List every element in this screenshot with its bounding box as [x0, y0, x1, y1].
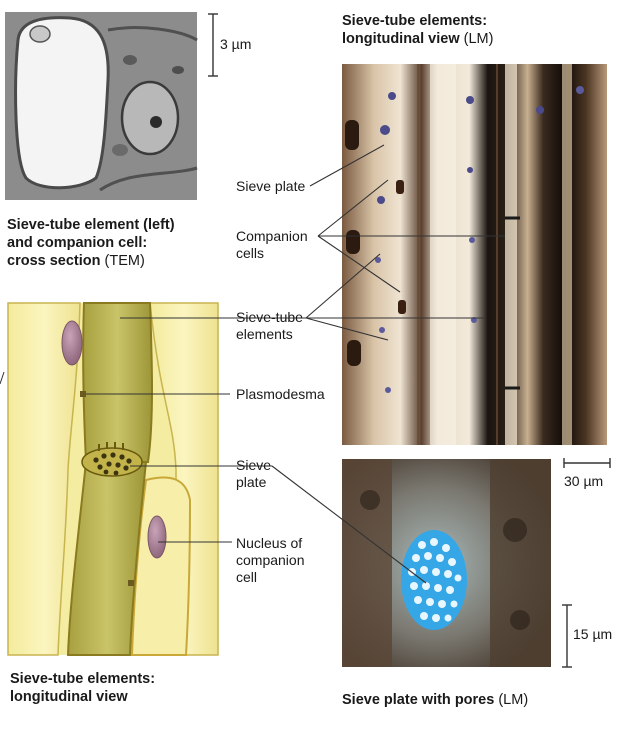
pores-caption: Sieve plate with pores (LM): [342, 691, 528, 709]
tem-caption-line3: cross section: [7, 253, 101, 269]
label-nucleus-companion: Nucleus of companion cell: [236, 535, 305, 586]
label-companion-cells: Companion cells: [236, 228, 308, 262]
tem-scale-bar: [208, 13, 218, 77]
label-sieve-plate: Sieve plate: [236, 457, 271, 491]
label-sieve-plate-line2: plate: [236, 474, 267, 490]
label-sieve-tube-elements: Sieve-tube elements: [236, 309, 303, 343]
lm-caption-line1: Sieve-tube elements:: [342, 13, 488, 29]
label-sieve-plate-top: Sieve plate: [236, 178, 306, 194]
lm-caption-line2: longitudinal view: [342, 31, 460, 47]
pores-caption-method: (LM): [494, 692, 529, 708]
label-sieve-tube-line1: Sieve-tube: [236, 309, 303, 325]
label-nucleus-line1: Nucleus of: [236, 535, 303, 551]
label-sieve-tube-line2: elements: [236, 326, 293, 342]
tem-caption-method: (TEM): [100, 253, 145, 269]
lm-pores-scale-label: 15 µm: [573, 626, 613, 642]
longitudinal-drawing: [7, 302, 219, 656]
lm-caption-method: (LM): [459, 31, 494, 47]
lm-long-scale-bar: [563, 458, 611, 468]
label-nucleus-line2: companion: [236, 552, 305, 568]
tem-caption: Sieve-tube element (left) and companion …: [7, 216, 175, 270]
drawing-caption-line1: Sieve-tube elements:: [10, 671, 156, 687]
leader-lines: [86, 144, 505, 584]
drawing-caption: Sieve-tube elements: longitudinal view: [10, 670, 155, 706]
margin-tick: [0, 371, 5, 385]
label-sieve-plate-line1: Sieve: [236, 457, 272, 473]
tem-micrograph: [5, 12, 198, 200]
lm-pores-scale-bar: [562, 604, 572, 668]
lm-long-scale-label: 30 µm: [564, 473, 604, 489]
drawing-caption-line2: longitudinal view: [10, 689, 128, 705]
lm-longitudinal-micrograph: [342, 64, 607, 445]
lm-caption: Sieve-tube elements: longitudinal view (…: [342, 12, 493, 48]
label-plasmodesma: Plasmodesma: [236, 386, 325, 402]
tem-caption-line2: and companion cell:: [7, 235, 148, 251]
label-companion-cells-line2: cells: [236, 245, 265, 261]
tem-scale-label: 3 µm: [220, 36, 252, 52]
tem-caption-line1: Sieve-tube element (left): [7, 217, 175, 233]
pores-caption-bold: Sieve plate with pores: [342, 692, 495, 708]
label-nucleus-line3: cell: [236, 569, 258, 585]
label-companion-cells-line1: Companion: [236, 228, 308, 244]
sieve-plate-pores-micrograph: [342, 459, 551, 667]
